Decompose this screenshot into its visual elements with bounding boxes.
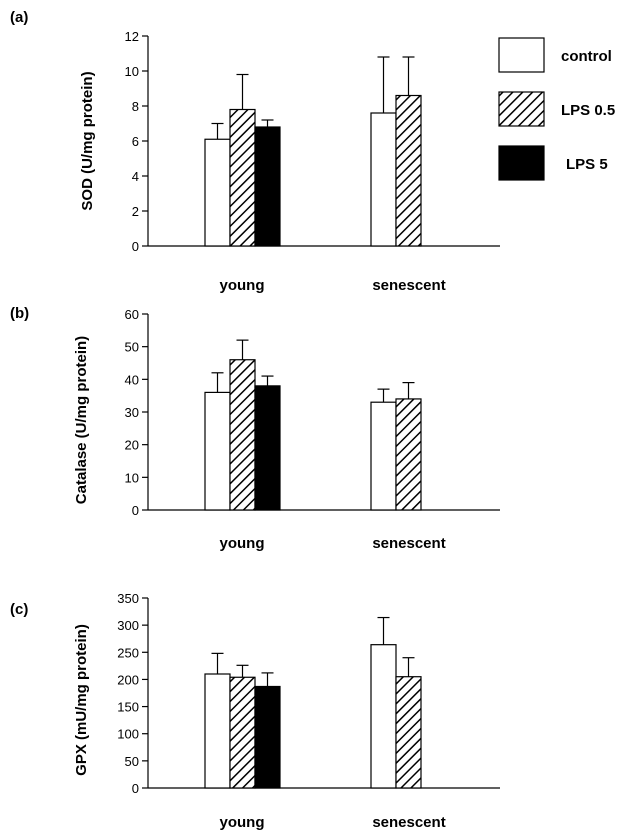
y-tick-label: 250 [117,645,139,660]
y-axis-title: SOD (U/mg protein) [79,71,96,210]
y-tick-label: 12 [125,29,139,44]
y-tick-label: 4 [132,169,139,184]
y-tick-label: 6 [132,134,139,149]
bar [370,644,397,789]
y-tick-label: 50 [125,754,139,769]
y-axis-title: GPX (mU/mg protein) [73,624,90,776]
bar [254,385,281,511]
legend-label: LPS 0.5 [561,102,615,119]
bar [370,401,397,511]
category-label: senescent [372,535,445,552]
bar [254,685,281,789]
legend: control LPS 0.5 LPS 5 [498,37,615,181]
category-label: senescent [372,277,445,294]
y-tick-label: 2 [132,204,139,219]
category-label: young [220,814,265,831]
bar [229,359,256,511]
bar [204,138,231,247]
bar [229,108,256,247]
category-label: young [220,277,265,294]
bar [395,94,422,247]
y-tick-label: 150 [117,700,139,715]
panels: (a) SOD (U/mg protein) 0 2 4 6 8 10 12 young senes… [10,9,500,831]
bar [370,112,397,247]
y-tick-label: 30 [125,405,139,420]
panel-letter: (c) [10,601,28,618]
y-tick-label: 100 [117,727,139,742]
legend-item: control [498,37,612,73]
y-tick-label: 350 [117,591,139,606]
chart-panel: (c) GPX (mU/mg protein) 0 50 100 150 200 250 300… [10,591,500,831]
chart-panel: (a) SOD (U/mg protein) 0 2 4 6 8 10 12 young senes… [10,9,500,294]
bar [204,673,231,789]
y-tick-label: 200 [117,672,139,687]
y-tick-label: 20 [125,438,139,453]
y-tick-label: 60 [125,307,139,322]
bar [395,398,422,511]
y-tick-label: 40 [125,372,139,387]
bar [204,391,231,511]
legend-swatch [498,91,545,127]
category-label: senescent [372,814,445,831]
category-label: young [220,535,265,552]
y-tick-label: 0 [132,781,139,796]
y-tick-label: 10 [125,64,139,79]
y-tick-label: 0 [132,239,139,254]
bar [254,126,281,247]
legend-swatch [498,145,545,181]
chart-panel: (b) Catalase (U/mg protein) 0 10 20 30 40 50 60 y… [10,305,500,552]
legend-item: LPS 0.5 [498,91,615,127]
legend-item: LPS 5 [498,145,608,181]
bar [229,676,256,789]
y-tick-label: 8 [132,99,139,114]
legend-label: LPS 5 [566,156,608,173]
y-tick-label: 0 [132,503,139,518]
y-tick-label: 10 [125,470,139,485]
legend-label: control [561,48,612,65]
panel-letter: (b) [10,305,29,322]
y-axis-title: Catalase (U/mg protein) [73,336,90,504]
y-tick-label: 50 [125,340,139,355]
y-tick-label: 300 [117,618,139,633]
legend-swatch [498,37,545,73]
panel-letter: (a) [10,9,28,26]
bar [395,676,422,789]
